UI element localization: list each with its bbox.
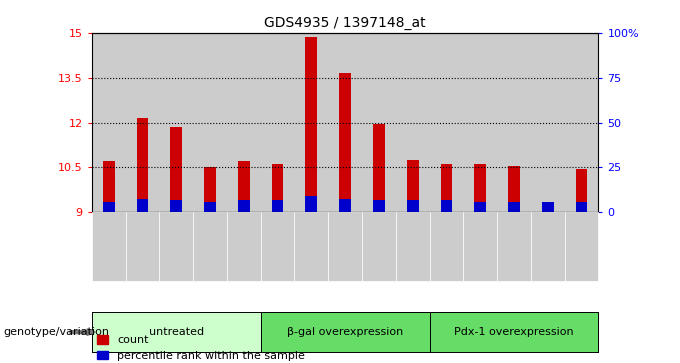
- Bar: [328, 33, 362, 212]
- Text: GSM1207002: GSM1207002: [442, 216, 451, 270]
- Text: GSM1207001: GSM1207001: [273, 216, 282, 270]
- Bar: [92, 33, 126, 212]
- Text: GSM1207013: GSM1207013: [408, 216, 417, 270]
- Bar: [137, 199, 148, 212]
- Bar: [441, 164, 452, 212]
- Bar: [159, 33, 193, 212]
- Bar: [407, 200, 419, 212]
- Text: GSM1207009: GSM1207009: [205, 216, 214, 270]
- Text: GSM1207008: GSM1207008: [509, 216, 518, 270]
- Bar: [508, 202, 520, 212]
- Bar: [305, 196, 318, 212]
- Text: GSM1207006: GSM1207006: [172, 216, 181, 270]
- Bar: [564, 33, 598, 212]
- Bar: [497, 33, 531, 212]
- Text: genotype/variation: genotype/variation: [3, 327, 109, 337]
- Bar: [474, 164, 486, 212]
- Text: GSM1207014: GSM1207014: [577, 216, 586, 270]
- Text: GSM1207005: GSM1207005: [476, 216, 485, 270]
- Bar: [227, 33, 260, 212]
- Bar: [474, 202, 486, 212]
- Bar: [305, 37, 318, 212]
- Text: GSM1207003: GSM1207003: [138, 216, 147, 270]
- Bar: [339, 73, 351, 212]
- Bar: [137, 118, 148, 212]
- Bar: [542, 202, 554, 212]
- Bar: [103, 162, 115, 212]
- Bar: [575, 169, 588, 212]
- Bar: [238, 200, 250, 212]
- Text: β-gal overexpression: β-gal overexpression: [287, 327, 403, 337]
- Bar: [362, 33, 396, 212]
- Bar: [373, 200, 385, 212]
- Text: untreated: untreated: [149, 327, 204, 337]
- Bar: [339, 199, 351, 212]
- Text: GSM1207000: GSM1207000: [104, 216, 113, 270]
- Bar: [294, 33, 328, 212]
- Bar: [407, 160, 419, 212]
- Text: GSM1207012: GSM1207012: [239, 216, 248, 270]
- Text: GSM1207004: GSM1207004: [307, 216, 316, 270]
- Bar: [508, 166, 520, 212]
- Bar: [170, 127, 182, 212]
- Text: GSM1207010: GSM1207010: [375, 216, 384, 270]
- Bar: [103, 202, 115, 212]
- Bar: [170, 200, 182, 212]
- Bar: [204, 167, 216, 212]
- Bar: [271, 200, 284, 212]
- Legend: count, percentile rank within the sample: count, percentile rank within the sample: [97, 335, 305, 361]
- Bar: [260, 33, 294, 212]
- Bar: [126, 33, 159, 212]
- Bar: [542, 203, 554, 212]
- Bar: [441, 200, 452, 212]
- Bar: [238, 162, 250, 212]
- Bar: [575, 202, 588, 212]
- Bar: [531, 33, 564, 212]
- Bar: [430, 33, 463, 212]
- Bar: [271, 164, 284, 212]
- Bar: [396, 33, 430, 212]
- Bar: [463, 33, 497, 212]
- Bar: [373, 124, 385, 212]
- Title: GDS4935 / 1397148_at: GDS4935 / 1397148_at: [265, 16, 426, 30]
- Text: GSM1207011: GSM1207011: [543, 216, 552, 270]
- Bar: [193, 33, 227, 212]
- Text: GSM1207007: GSM1207007: [341, 216, 350, 270]
- Text: Pdx-1 overexpression: Pdx-1 overexpression: [454, 327, 574, 337]
- Bar: [204, 202, 216, 212]
